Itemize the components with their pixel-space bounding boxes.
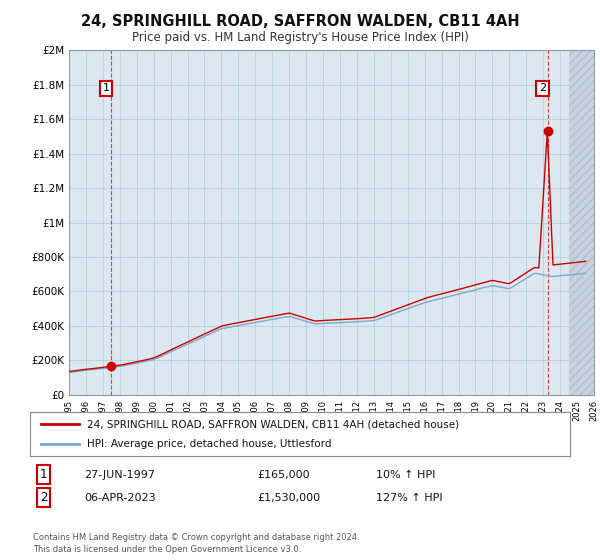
Text: £1,530,000: £1,530,000 (257, 493, 320, 503)
Text: Price paid vs. HM Land Registry's House Price Index (HPI): Price paid vs. HM Land Registry's House … (131, 31, 469, 44)
Text: 24, SPRINGHILL ROAD, SAFFRON WALDEN, CB11 4AH: 24, SPRINGHILL ROAD, SAFFRON WALDEN, CB1… (80, 14, 520, 29)
Text: Contains HM Land Registry data © Crown copyright and database right 2024.
This d: Contains HM Land Registry data © Crown c… (33, 533, 359, 554)
Text: 1: 1 (40, 468, 47, 481)
Text: 24, SPRINGHILL ROAD, SAFFRON WALDEN, CB11 4AH (detached house): 24, SPRINGHILL ROAD, SAFFRON WALDEN, CB1… (86, 419, 459, 429)
Text: 06-APR-2023: 06-APR-2023 (84, 493, 155, 503)
Text: 2: 2 (539, 83, 546, 94)
Text: £165,000: £165,000 (257, 470, 310, 479)
Text: 2: 2 (40, 491, 47, 504)
Text: 1: 1 (103, 83, 110, 94)
Text: 10% ↑ HPI: 10% ↑ HPI (376, 470, 435, 479)
Bar (569, 50, 594, 395)
Text: HPI: Average price, detached house, Uttlesford: HPI: Average price, detached house, Uttl… (86, 439, 331, 449)
Text: 127% ↑ HPI: 127% ↑ HPI (376, 493, 442, 503)
Text: 27-JUN-1997: 27-JUN-1997 (84, 470, 155, 479)
